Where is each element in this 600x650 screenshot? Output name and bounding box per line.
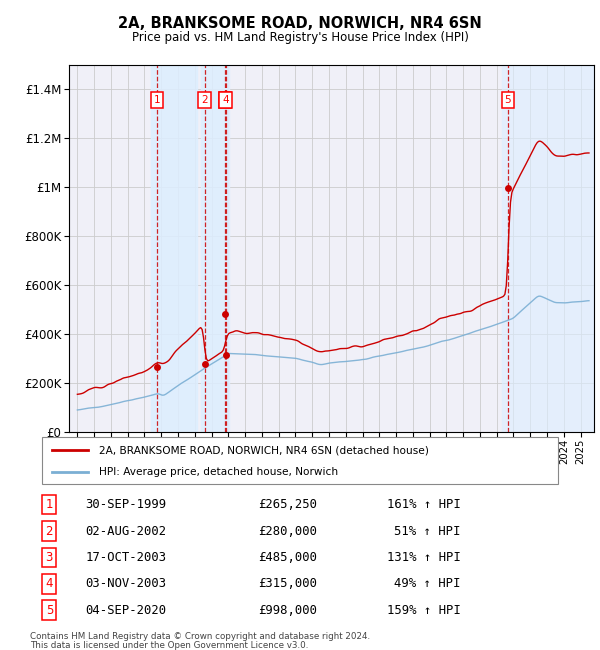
Text: 5: 5 bbox=[46, 604, 53, 617]
Text: This data is licensed under the Open Government Licence v3.0.: This data is licensed under the Open Gov… bbox=[30, 641, 308, 650]
Text: 2A, BRANKSOME ROAD, NORWICH, NR4 6SN: 2A, BRANKSOME ROAD, NORWICH, NR4 6SN bbox=[118, 16, 482, 31]
Bar bbox=[151, 65, 197, 432]
Text: £998,000: £998,000 bbox=[258, 604, 317, 617]
Text: 1: 1 bbox=[46, 498, 53, 511]
Text: Contains HM Land Registry data © Crown copyright and database right 2024.: Contains HM Land Registry data © Crown c… bbox=[30, 632, 370, 641]
Text: 2A, BRANKSOME ROAD, NORWICH, NR4 6SN (detached house): 2A, BRANKSOME ROAD, NORWICH, NR4 6SN (de… bbox=[99, 445, 428, 455]
Text: 4: 4 bbox=[46, 577, 53, 590]
Text: 30-SEP-1999: 30-SEP-1999 bbox=[85, 498, 166, 511]
Bar bbox=[502, 65, 594, 432]
FancyBboxPatch shape bbox=[42, 437, 558, 484]
Text: 131% ↑ HPI: 131% ↑ HPI bbox=[387, 551, 461, 564]
Text: 49% ↑ HPI: 49% ↑ HPI bbox=[394, 577, 461, 590]
Text: £315,000: £315,000 bbox=[258, 577, 317, 590]
Text: 3: 3 bbox=[46, 551, 53, 564]
Text: £265,250: £265,250 bbox=[258, 498, 317, 511]
Text: 04-SEP-2020: 04-SEP-2020 bbox=[85, 604, 166, 617]
Text: 2: 2 bbox=[46, 525, 53, 538]
Text: 4: 4 bbox=[223, 95, 229, 105]
Text: 5: 5 bbox=[505, 95, 511, 105]
Text: 3: 3 bbox=[221, 95, 228, 105]
Text: HPI: Average price, detached house, Norwich: HPI: Average price, detached house, Norw… bbox=[99, 467, 338, 476]
Text: 2: 2 bbox=[201, 95, 208, 105]
Text: 51% ↑ HPI: 51% ↑ HPI bbox=[394, 525, 461, 538]
Text: £485,000: £485,000 bbox=[258, 551, 317, 564]
Text: £280,000: £280,000 bbox=[258, 525, 317, 538]
Text: 03-NOV-2003: 03-NOV-2003 bbox=[85, 577, 166, 590]
Text: Price paid vs. HM Land Registry's House Price Index (HPI): Price paid vs. HM Land Registry's House … bbox=[131, 31, 469, 44]
Text: 161% ↑ HPI: 161% ↑ HPI bbox=[387, 498, 461, 511]
Bar bbox=[201, 65, 229, 432]
Text: 1: 1 bbox=[154, 95, 160, 105]
Text: 17-OCT-2003: 17-OCT-2003 bbox=[85, 551, 166, 564]
Text: 159% ↑ HPI: 159% ↑ HPI bbox=[387, 604, 461, 617]
Text: 02-AUG-2002: 02-AUG-2002 bbox=[85, 525, 166, 538]
